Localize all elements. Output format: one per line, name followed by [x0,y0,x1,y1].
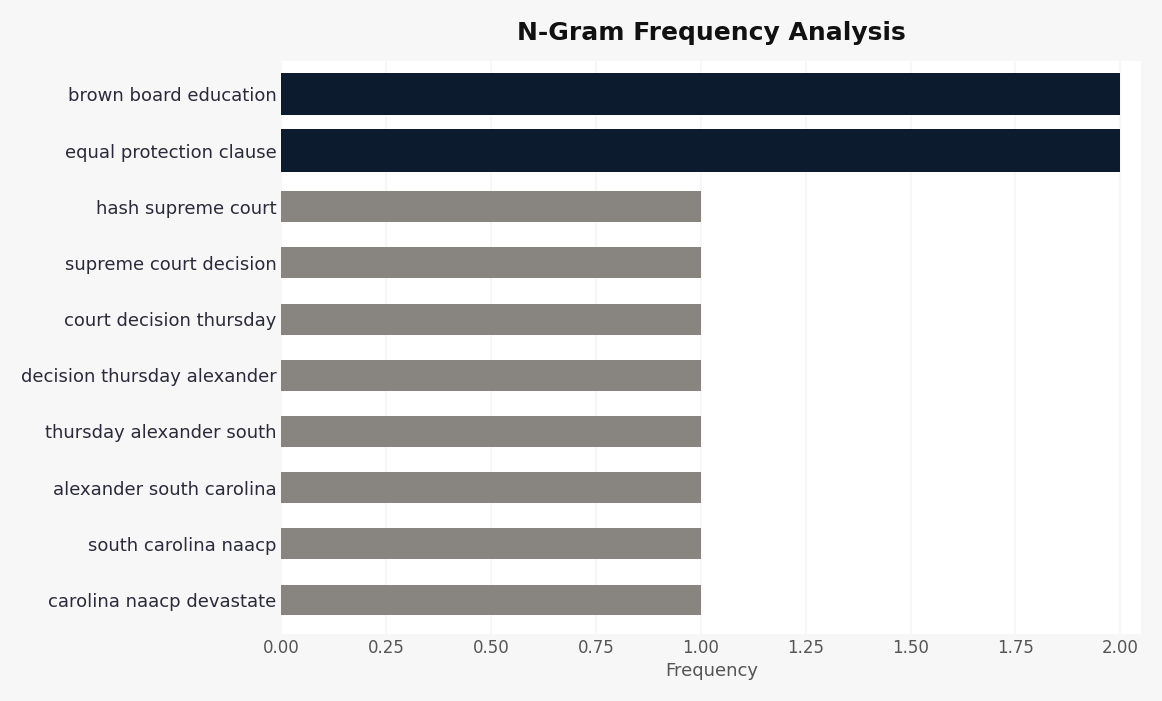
Bar [281,360,701,390]
Bar [281,529,701,559]
Bar [281,130,1120,172]
Bar [281,74,1120,116]
X-axis label: Frequency: Frequency [665,662,758,680]
Bar [281,304,701,334]
Bar [281,191,701,222]
Bar [281,416,701,447]
Bar [281,247,701,278]
Bar [281,585,701,615]
Title: N-Gram Frequency Analysis: N-Gram Frequency Analysis [517,21,905,45]
Bar [281,472,701,503]
